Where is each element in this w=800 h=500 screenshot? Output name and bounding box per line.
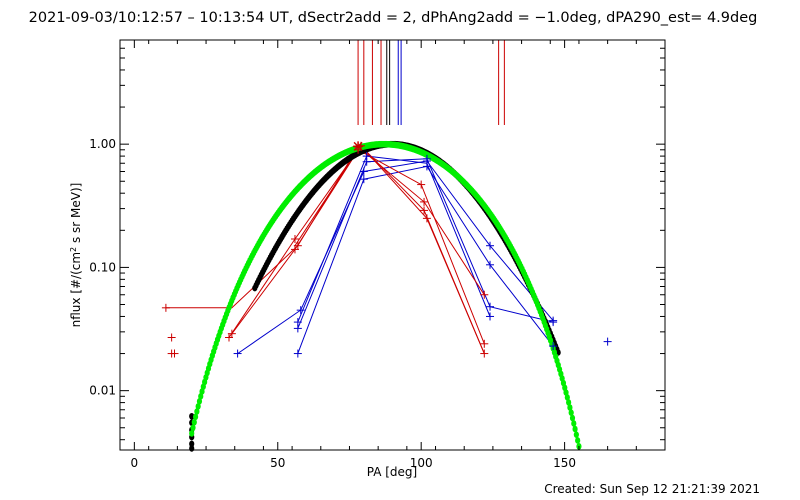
plus-marker: [603, 337, 612, 346]
plus-marker: [170, 349, 179, 358]
curve-dot: [564, 394, 570, 401]
plus-marker: [420, 197, 429, 206]
plus-marker: [227, 329, 236, 338]
curve-dot: [189, 412, 195, 420]
curve-dot: [192, 413, 199, 421]
plus-marker: [290, 235, 299, 244]
red-star-marker: [353, 141, 364, 152]
plus-marker: [161, 303, 170, 312]
data-points: [161, 140, 612, 452]
axes: 0 50 100 150 0.01 0.10 1.00: [89, 39, 666, 470]
y-tick-label: 0.01: [89, 384, 116, 398]
created-timestamp: Created: Sun Sep 12 21:21:39 2021: [544, 482, 760, 496]
plus-marker: [486, 260, 495, 269]
plus-marker: [422, 154, 431, 163]
curve-dot: [194, 408, 200, 415]
plus-marker: [549, 342, 558, 351]
plus-marker: [359, 167, 368, 176]
plot-frame: [119, 39, 666, 451]
x-tick-label: 50: [270, 456, 285, 470]
curve-dot: [190, 424, 196, 432]
x-axis-label: PA [deg]: [367, 465, 417, 479]
plus-marker: [296, 306, 305, 315]
curve-dot: [571, 420, 577, 427]
x-tick-label: 0: [131, 456, 139, 470]
plus-marker: [417, 180, 426, 189]
plus-marker: [480, 290, 489, 299]
plus-marker: [233, 349, 242, 358]
plus-marker: [293, 349, 302, 358]
curve-dot: [189, 430, 195, 437]
series-lines: [165, 144, 554, 355]
plus-marker: [486, 312, 495, 321]
vertical-markers: [357, 40, 505, 125]
plus-marker: [486, 241, 495, 250]
plus-marker: [422, 162, 431, 171]
y-tick-label: 1.00: [89, 137, 116, 151]
plus-marker: [362, 152, 371, 161]
plus-marker: [480, 339, 489, 348]
x-tick-label: 100: [410, 456, 433, 470]
curve-dot: [189, 440, 195, 448]
curve-dot: [195, 403, 201, 410]
plus-marker: [549, 318, 558, 327]
plus-marker: [486, 302, 495, 311]
chart-title: 2021-09-03/10:12:57 – 10:13:54 UT, dSect…: [29, 10, 758, 26]
plus-marker: [422, 214, 431, 223]
plus-marker: [167, 333, 176, 342]
plus-marker: [293, 241, 302, 250]
curve-dot: [575, 437, 581, 444]
plus-marker: [480, 349, 489, 358]
y-tick-label: 0.10: [89, 260, 116, 274]
series-line: [297, 155, 491, 323]
curve-dot: [567, 404, 573, 411]
x-tick-label: 150: [553, 456, 576, 470]
star-stroke: [353, 141, 363, 151]
curve-dot: [573, 431, 579, 438]
series-line: [237, 160, 554, 355]
curve-dot: [191, 418, 197, 426]
curve-dot: [572, 425, 578, 433]
plus-marker: [420, 206, 429, 215]
plus-marker: [293, 318, 302, 327]
plus-marker: [359, 175, 368, 184]
y-axis-label: nflux [#/(cm2 s sr MeV)]: [69, 183, 83, 328]
curve-dot: [189, 445, 195, 452]
curve-dot: [196, 398, 203, 405]
series-line: [294, 145, 485, 354]
curve-dot: [566, 399, 572, 406]
curve-dot: [569, 414, 576, 422]
curve-dot: [568, 409, 574, 417]
